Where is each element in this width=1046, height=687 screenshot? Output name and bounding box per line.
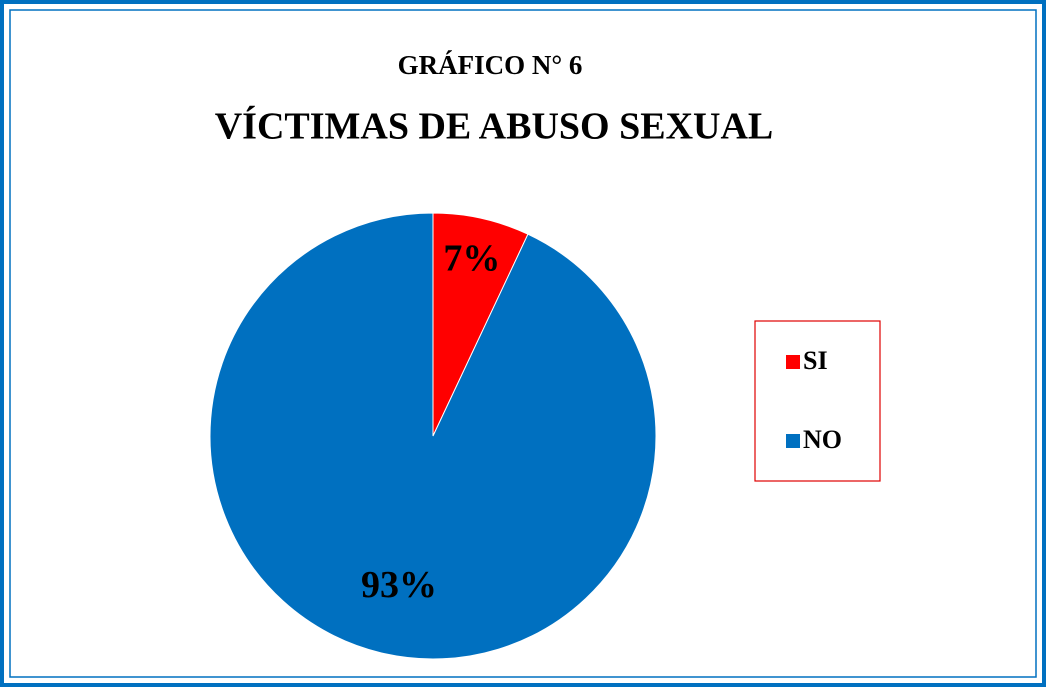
inner-frame: [9, 9, 1037, 678]
legend-swatch: [786, 434, 800, 448]
chart-title: GRÁFICO N° 6: [398, 50, 583, 80]
data-label: 93%: [361, 564, 437, 606]
pie-slice: [209, 212, 657, 660]
data-label: 7%: [443, 238, 500, 280]
legend: [754, 320, 881, 482]
legend-swatch: [786, 355, 800, 369]
legend-label: SI: [803, 346, 828, 375]
chart-subtitle: VÍCTIMAS DE ABUSO SEXUAL: [215, 106, 774, 148]
legend-label: NO: [803, 425, 842, 454]
